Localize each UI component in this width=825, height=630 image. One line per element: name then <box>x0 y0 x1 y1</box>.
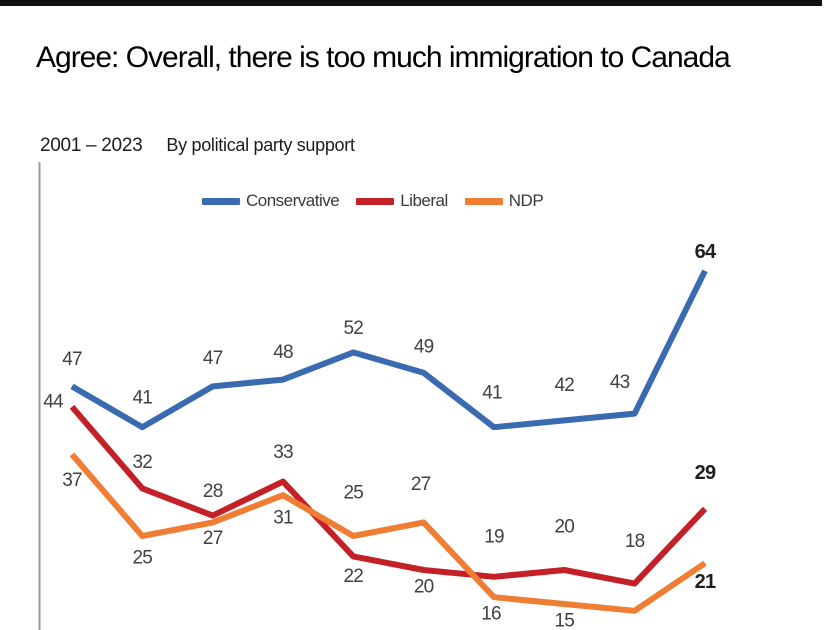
point-label-conservative-9: 64 <box>695 241 717 263</box>
point-label-liberal-3: 33 <box>273 442 293 463</box>
point-label-conservative-3: 48 <box>273 342 293 363</box>
point-label-ndp-7: 15 <box>555 611 575 630</box>
point-label-ndp-9: 21 <box>695 571 716 593</box>
point-label-liberal-4: 22 <box>344 566 364 587</box>
point-label-liberal-1: 32 <box>133 452 153 473</box>
legend-item-liberal: Liberal <box>356 191 448 211</box>
liberal-color-swatch <box>356 197 395 205</box>
ndp-color-swatch <box>464 197 503 205</box>
top-accent-bar <box>0 0 822 6</box>
subtitle-note: By political party support <box>166 135 355 155</box>
point-label-conservative-8: 43 <box>610 372 630 393</box>
point-label-ndp-4: 25 <box>344 483 364 504</box>
conservative-color-swatch <box>202 197 240 205</box>
page-title: Agree: Overall, there is too much immigr… <box>36 41 731 74</box>
legend-item-conservative: Conservative <box>202 191 340 211</box>
legend-item-ndp: NDP <box>464 191 544 211</box>
series-line-ndp <box>69 452 707 614</box>
legend-label-conservative: Conservative <box>246 191 340 210</box>
legend-label-liberal: Liberal <box>400 191 448 210</box>
point-label-liberal-5: 20 <box>414 577 434 598</box>
point-label-liberal-0: 44 <box>43 391 64 412</box>
subtitle-date-range: 2001 – 2023 <box>40 135 143 156</box>
point-label-liberal-7: 20 <box>555 517 575 538</box>
point-label-conservative-4: 52 <box>344 318 364 339</box>
chart-legend: Conservative Liberal NDP <box>202 191 544 211</box>
point-label-liberal-6: 19 <box>484 526 504 547</box>
point-label-conservative-7: 42 <box>555 375 575 396</box>
point-label-ndp-6: 16 <box>481 604 501 625</box>
point-label-conservative-6: 41 <box>482 383 502 404</box>
point-label-ndp-3: 31 <box>273 508 293 529</box>
legend-label-ndp: NDP <box>508 191 544 210</box>
point-label-ndp-5: 27 <box>411 474 431 495</box>
point-label-conservative-2: 47 <box>203 348 223 369</box>
point-label-liberal-9: 29 <box>695 462 716 484</box>
series-line-conservative <box>70 269 708 431</box>
series-line-liberal <box>69 404 708 587</box>
point-label-conservative-5: 49 <box>414 336 434 357</box>
point-label-liberal-8: 18 <box>625 531 645 552</box>
point-label-liberal-2: 28 <box>203 481 223 502</box>
point-label-ndp-0: 37 <box>62 470 82 491</box>
point-label-ndp-2: 27 <box>203 528 223 549</box>
point-label-conservative-0: 47 <box>62 349 82 370</box>
chart-subtitle: 2001 – 2023 By political party support <box>40 135 355 157</box>
point-label-ndp-1: 25 <box>133 548 153 569</box>
point-label-conservative-1: 41 <box>133 388 153 409</box>
